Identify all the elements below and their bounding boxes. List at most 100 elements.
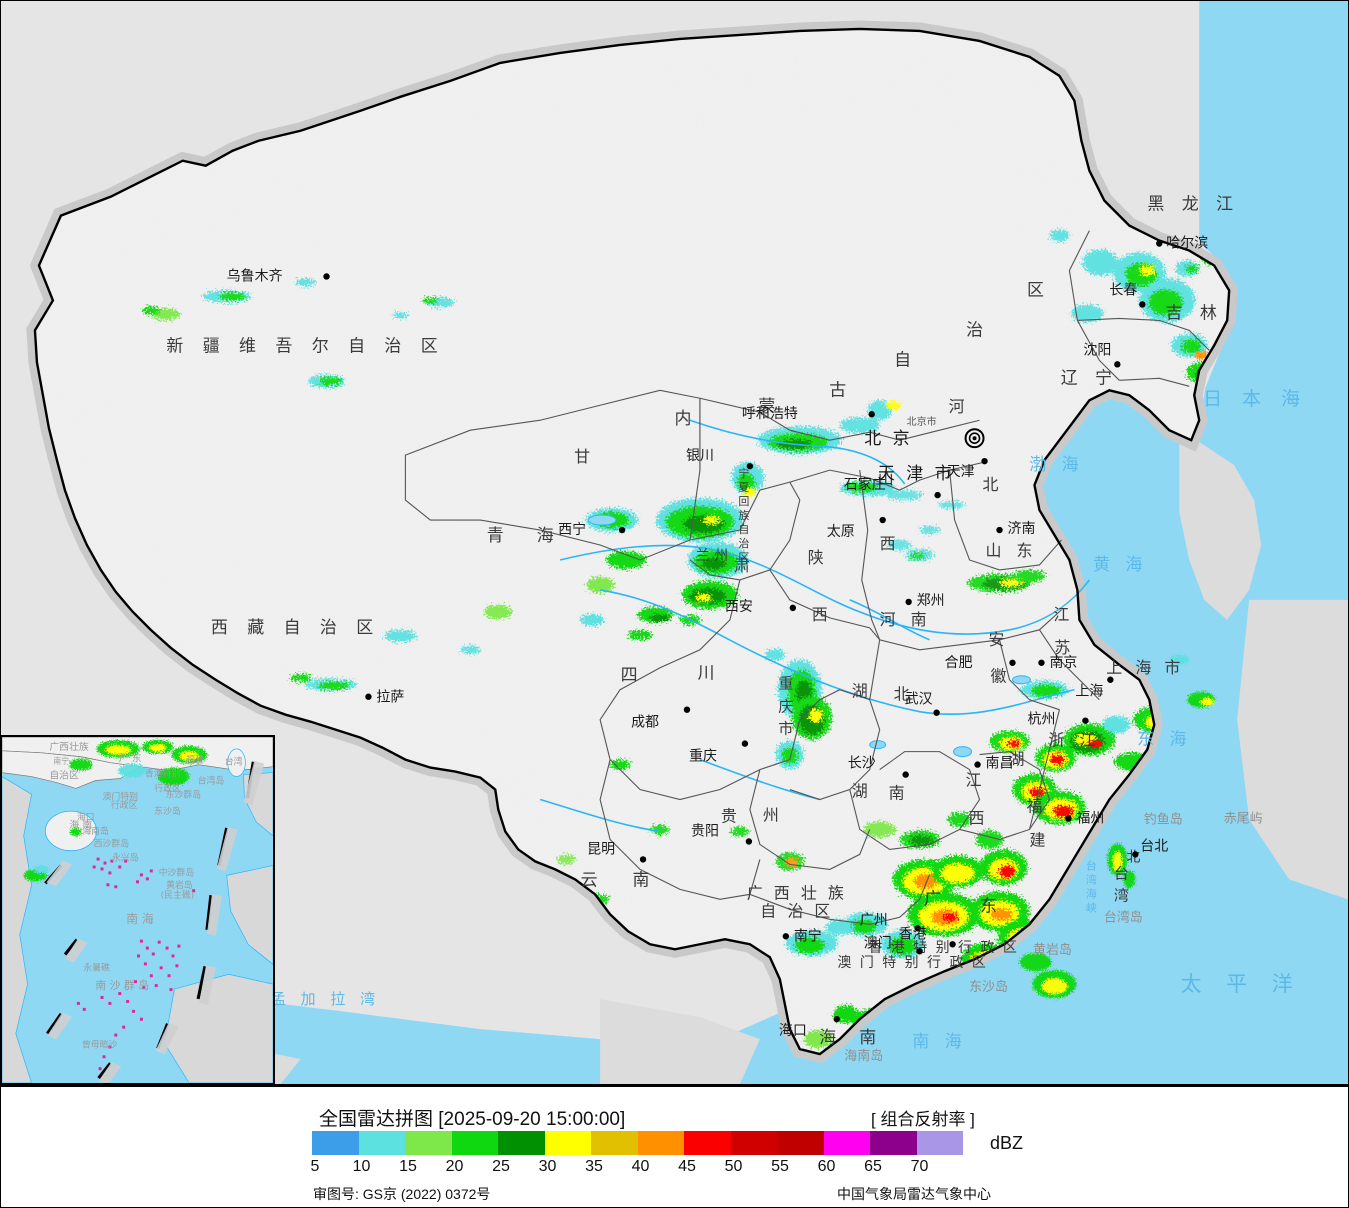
dbz-tick-labels: 5 10 15 20 25 30 35 40 45 50 55 60 65 70 bbox=[310, 1158, 1012, 1176]
city-dot-26 bbox=[782, 933, 790, 940]
inset-label-10: 台湾岛 bbox=[198, 774, 225, 786]
province-label-46: 云 bbox=[581, 870, 598, 890]
province-label-22: 西 bbox=[812, 605, 828, 624]
inset-label-8: 澳门特别 bbox=[103, 790, 139, 802]
province-label-59: 澳 门 特 别 行 政 区 bbox=[837, 955, 987, 971]
province-boundaries bbox=[404, 230, 1210, 925]
island-label-3: 海南岛 bbox=[844, 1048, 883, 1064]
city-label-22: 南昌 bbox=[986, 756, 1014, 772]
colorbar-swatch-30[interactable] bbox=[544, 1131, 591, 1155]
province-label-34: 南 bbox=[889, 784, 905, 803]
inset-label-18: 中沙群岛 bbox=[159, 866, 195, 878]
city-label-1: 拉萨 bbox=[376, 690, 404, 706]
colorbar-swatch-70[interactable] bbox=[916, 1131, 963, 1155]
city-label-26: 南宁 bbox=[794, 927, 822, 944]
inset-label-22: 永暑礁 bbox=[83, 961, 110, 973]
inset-label-6: 香港特别 bbox=[145, 768, 181, 780]
tick-70: 70 bbox=[910, 1158, 929, 1175]
province-label-5: 肃 bbox=[734, 556, 750, 575]
province-label-39: 四 bbox=[621, 666, 638, 686]
colorbar-swatch-25[interactable] bbox=[498, 1131, 545, 1155]
province-label-10: 自 bbox=[894, 350, 911, 370]
province-label-33: 湖 bbox=[852, 782, 868, 801]
colorbar-swatch-65[interactable] bbox=[870, 1131, 917, 1155]
sea-label-7-1: 湾 bbox=[1086, 872, 1097, 886]
city-label-33: 沈阳 bbox=[1083, 342, 1111, 358]
city-dot-17 bbox=[1038, 659, 1045, 666]
province-label-7: 内 bbox=[675, 409, 692, 429]
inset-label-7: 行政区 bbox=[154, 782, 181, 794]
city-label-12: 郑州 bbox=[917, 593, 945, 609]
colorbar-swatch-15[interactable] bbox=[405, 1131, 452, 1155]
city-label-15: 重庆 bbox=[689, 749, 717, 765]
province-label-50: 广 bbox=[924, 889, 941, 909]
province-label-57-1: 夏 bbox=[738, 481, 749, 494]
city-dot-20 bbox=[933, 709, 940, 716]
tick-5: 5 bbox=[310, 1158, 320, 1175]
sea-label-3: 东 海 bbox=[1137, 730, 1191, 750]
offshore-echoes bbox=[1019, 654, 1216, 999]
inset-label-5: 台湾 bbox=[225, 756, 243, 768]
inset-radar-echo bbox=[23, 739, 207, 882]
city-label-20: 武汉 bbox=[905, 692, 933, 708]
city-label-14: 成都 bbox=[631, 715, 659, 731]
province-label-1: 西 藏 自 治 区 bbox=[211, 618, 380, 638]
province-label-2: 青 bbox=[487, 526, 504, 546]
province-label-3: 海 bbox=[537, 526, 554, 546]
city-dot-14 bbox=[683, 706, 691, 713]
province-label-13: 黑 龙 江 bbox=[1147, 195, 1239, 215]
province-label-21: 陕 bbox=[808, 548, 824, 567]
city-dot-1 bbox=[365, 693, 372, 700]
tick-45: 45 bbox=[678, 1158, 696, 1175]
issuing-agency: 中国气象局雷达气象中心 bbox=[837, 1186, 991, 1202]
province-label-40: 川 bbox=[697, 664, 714, 684]
province-label-51: 东 bbox=[980, 896, 997, 916]
city-label-9: 石家庄 bbox=[844, 476, 886, 493]
colorbar-swatch-45[interactable] bbox=[684, 1131, 731, 1155]
dbz-colorbar[interactable] bbox=[312, 1131, 963, 1155]
city-label-23: 福州 bbox=[1076, 810, 1104, 826]
city-dot-27 bbox=[914, 925, 921, 932]
legend-footer: 全国雷达拼图 [2025-09-20 15:00:00] [ 组合反射率 ] bbox=[0, 1085, 1349, 1208]
colorbar-swatch-40[interactable] bbox=[637, 1131, 684, 1155]
province-label-17: 北 bbox=[983, 475, 999, 494]
city-dot-29 bbox=[916, 948, 923, 955]
page-title: 全国雷达拼图 [2025-09-20 15:00:00] bbox=[319, 1109, 626, 1130]
sea-label-2: 黄 海 bbox=[1093, 555, 1147, 575]
province-label-26: 江 bbox=[1053, 605, 1069, 624]
province-label-35: 江 bbox=[966, 771, 982, 790]
city-dot-23 bbox=[1065, 815, 1072, 822]
island-label-5: 黄岩岛 bbox=[1033, 942, 1072, 958]
sea-label-0: 日 本 海 bbox=[1203, 388, 1307, 410]
city-dot-28 bbox=[949, 941, 956, 948]
province-label-57-0: 宁 bbox=[738, 466, 749, 480]
province-label-15: 辽 宁 bbox=[1061, 368, 1118, 388]
province-label-57-3: 族 bbox=[738, 508, 749, 522]
inset-label-11: 东沙岛 bbox=[154, 805, 181, 817]
colorbar-swatch-60[interactable] bbox=[823, 1131, 870, 1155]
sea-label-7-3: 峡 bbox=[1086, 900, 1097, 914]
province-label-43: 市 bbox=[778, 720, 793, 738]
city-label-18: 上海 bbox=[1075, 684, 1103, 700]
colorbar-swatch-35[interactable] bbox=[591, 1131, 638, 1155]
province-label-56: 北 bbox=[1126, 849, 1140, 865]
province-label-58: 香 港 特 别 行 政 区 bbox=[868, 940, 1018, 956]
colorbar-swatch-50[interactable] bbox=[730, 1131, 777, 1155]
city-label-25: 昆明 bbox=[587, 841, 615, 857]
city-label-7: 天津 bbox=[947, 464, 975, 480]
colorbar-swatch-55[interactable] bbox=[777, 1131, 824, 1155]
province-label-57-5: 治 bbox=[738, 536, 749, 550]
city-label-4: 呼和浩特 bbox=[742, 406, 798, 422]
inset-label-13: 海口 bbox=[77, 811, 95, 823]
sea-label-5: 太 平 洋 bbox=[1181, 972, 1302, 996]
colorbar-swatch-20[interactable] bbox=[451, 1131, 498, 1155]
colorbar-swatch-10[interactable] bbox=[358, 1131, 405, 1155]
city-label-10: 太原 bbox=[827, 524, 855, 540]
tick-40: 40 bbox=[631, 1158, 650, 1175]
inset-label-4: 福建 bbox=[186, 754, 204, 766]
province-label-24: 安 bbox=[989, 630, 1005, 649]
colorbar-swatch-5[interactable] bbox=[312, 1131, 359, 1155]
south-china-sea-inset[interactable]: 广西壮族 自治区 南宁广 东福建 台湾 香港特别 行政区 澳门特别 行政区 台湾岛 东沙岛 东沙群岛… bbox=[0, 735, 275, 1085]
